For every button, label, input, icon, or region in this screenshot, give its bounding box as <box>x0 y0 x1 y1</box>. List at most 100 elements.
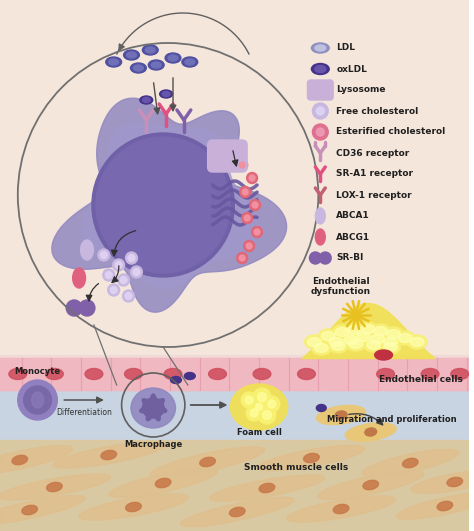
Circle shape <box>241 392 257 408</box>
Ellipse shape <box>365 428 377 436</box>
Ellipse shape <box>364 338 383 352</box>
Ellipse shape <box>383 327 403 341</box>
Circle shape <box>237 159 247 170</box>
Circle shape <box>253 388 271 406</box>
Ellipse shape <box>164 369 182 380</box>
Bar <box>59 358 81 390</box>
Ellipse shape <box>109 59 118 65</box>
Text: Differentiation: Differentiation <box>56 408 112 417</box>
Text: Macrophage: Macrophage <box>124 440 182 449</box>
Ellipse shape <box>321 331 335 340</box>
Ellipse shape <box>134 65 143 71</box>
Ellipse shape <box>142 398 164 418</box>
Ellipse shape <box>331 341 345 350</box>
Circle shape <box>252 227 263 237</box>
Ellipse shape <box>131 388 175 428</box>
Text: Endothelial cells: Endothelial cells <box>379 375 463 384</box>
Circle shape <box>96 137 230 273</box>
Text: CD36 receptor: CD36 receptor <box>336 149 410 158</box>
Text: Endothelial
dysfunction: Endothelial dysfunction <box>311 277 371 296</box>
Bar <box>0 390 469 531</box>
Ellipse shape <box>326 335 346 349</box>
Ellipse shape <box>333 504 349 513</box>
Circle shape <box>312 103 328 119</box>
Bar <box>0 358 22 390</box>
Ellipse shape <box>381 335 401 349</box>
Ellipse shape <box>411 470 474 493</box>
FancyBboxPatch shape <box>208 140 247 172</box>
Bar <box>0 440 469 531</box>
Ellipse shape <box>319 329 338 343</box>
Circle shape <box>246 243 252 249</box>
Ellipse shape <box>377 369 394 380</box>
Ellipse shape <box>344 336 358 345</box>
Ellipse shape <box>185 59 195 65</box>
Circle shape <box>246 173 257 184</box>
Ellipse shape <box>421 369 439 380</box>
Circle shape <box>115 261 122 269</box>
Ellipse shape <box>396 493 474 519</box>
Text: Smooth muscle cells: Smooth muscle cells <box>245 464 349 473</box>
Ellipse shape <box>349 339 363 348</box>
Ellipse shape <box>451 369 469 380</box>
Text: LDL: LDL <box>336 44 355 53</box>
Ellipse shape <box>368 332 388 346</box>
Circle shape <box>105 271 112 278</box>
Text: SR-BI: SR-BI <box>336 253 364 262</box>
Circle shape <box>239 255 245 261</box>
Circle shape <box>123 290 135 302</box>
Circle shape <box>130 266 142 278</box>
Bar <box>356 358 378 390</box>
Bar <box>0 358 469 390</box>
Ellipse shape <box>308 338 321 347</box>
Ellipse shape <box>367 340 381 349</box>
Ellipse shape <box>447 477 463 486</box>
Ellipse shape <box>200 457 215 467</box>
Ellipse shape <box>311 341 331 355</box>
Bar <box>385 358 407 390</box>
Ellipse shape <box>253 369 271 380</box>
Ellipse shape <box>22 506 37 515</box>
Ellipse shape <box>347 326 361 335</box>
Circle shape <box>66 300 82 316</box>
Circle shape <box>244 215 250 221</box>
Circle shape <box>79 300 95 316</box>
Bar <box>30 358 51 390</box>
Ellipse shape <box>346 337 366 351</box>
Circle shape <box>242 189 248 195</box>
Ellipse shape <box>53 442 165 468</box>
Polygon shape <box>140 394 167 421</box>
Circle shape <box>242 212 253 224</box>
Text: ABCG1: ABCG1 <box>336 233 370 242</box>
Ellipse shape <box>9 369 27 380</box>
Ellipse shape <box>383 342 397 352</box>
Ellipse shape <box>344 323 364 337</box>
Ellipse shape <box>46 369 63 380</box>
Text: LOX-1 receptor: LOX-1 receptor <box>336 191 412 200</box>
Ellipse shape <box>315 45 326 51</box>
Circle shape <box>133 269 140 276</box>
Ellipse shape <box>407 335 427 349</box>
Circle shape <box>18 380 57 420</box>
Circle shape <box>310 252 321 264</box>
Ellipse shape <box>142 98 150 102</box>
Ellipse shape <box>335 411 347 419</box>
Ellipse shape <box>230 384 288 430</box>
Bar <box>326 358 348 390</box>
Ellipse shape <box>12 455 27 465</box>
Circle shape <box>237 253 247 263</box>
Circle shape <box>252 202 258 208</box>
Ellipse shape <box>184 373 195 380</box>
Text: Migration and proliferation: Migration and proliferation <box>327 415 457 424</box>
Ellipse shape <box>46 482 62 492</box>
Text: Esterified cholesterol: Esterified cholesterol <box>336 127 446 136</box>
Ellipse shape <box>363 481 379 490</box>
Ellipse shape <box>229 507 245 517</box>
Ellipse shape <box>127 52 137 58</box>
Ellipse shape <box>165 53 181 63</box>
Circle shape <box>258 406 276 424</box>
Ellipse shape <box>345 423 396 441</box>
Circle shape <box>100 252 107 259</box>
Circle shape <box>118 274 129 286</box>
Bar <box>267 358 289 390</box>
